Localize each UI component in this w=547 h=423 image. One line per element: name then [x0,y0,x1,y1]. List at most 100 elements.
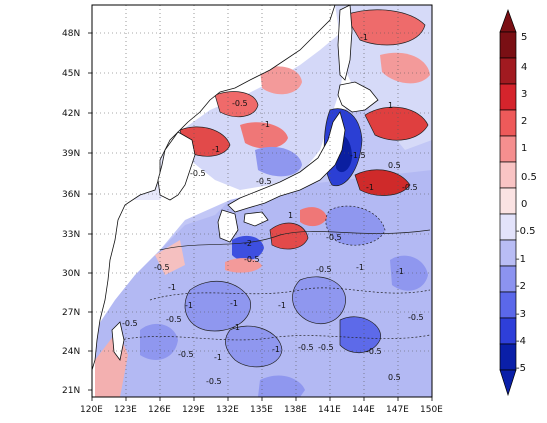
colorbar-label: -4 [516,336,526,347]
colorbar: 5 4 3 2 1 0.5 0 -0.5 -1 -2 -3 -4 -5 [499,8,537,397]
colorbar-label: -0.5 [516,226,536,237]
y-axis-labels: 48N 45N 42N 39N 36N 33N 30N 27N 24N 21N [62,29,80,396]
contour-label: -0.5 [318,343,334,352]
blue-patch-3 [340,316,381,353]
east-china-shelf-pink [155,240,185,275]
colorbar-segment [499,135,517,163]
contour-label: -0.5 [408,313,424,322]
x-tick-label: 141E [318,405,341,415]
contour-label: -1 [214,353,222,362]
y-tick-label: 33N [62,230,80,240]
colorbar-label: -2 [516,281,526,292]
colorbar-segment [499,57,517,85]
x-tick-label: 138E [284,405,307,415]
colorbar-label: -5 [516,363,526,374]
contour-label: -0.5 [244,255,260,264]
contour-label: 0.5 [388,161,401,170]
x-tick-label: 150E [420,405,443,415]
south-japan-red-1 [270,223,308,250]
shikoku [243,211,269,227]
colorbar-label: -3 [516,309,526,320]
contour-label: -1 [366,183,374,192]
blue-patch-8 [258,375,305,397]
contour-label: -1 [356,263,364,272]
y-tick-label: 36N [62,190,80,200]
contour-label: -0.5 [256,177,272,186]
colorbar-segment [499,31,517,59]
colorbar-top-arrow [499,8,517,33]
okhotsk-red-2 [380,52,430,84]
colorbar-label: 0.5 [521,172,537,183]
hokkaido [337,81,379,113]
colorbar-segment [499,265,517,293]
colorbar-segment [499,109,517,137]
contour-label: -0.5 [206,377,222,386]
kuroshio-ext-red [365,107,428,141]
okhotsk-red-1 [345,9,425,45]
colorbar-label: 5 [521,32,527,43]
contour-label: -1 [396,267,404,276]
japan-sea-red-4 [240,122,288,149]
contour-label: -0.5 [232,99,248,108]
x-tick-label: 126E [148,405,171,415]
contour-label: -0.5 [366,347,382,356]
x-tick-label: 132E [216,405,239,415]
colorbar-label: 3 [521,89,527,100]
colorbar-segment [499,291,517,319]
colorbar-bottom-arrow [499,369,517,397]
contour-label: -1 [232,323,240,332]
x-axis-labels: 120E 123E 126E 129E 132E 135E 138E 141E … [80,405,443,415]
south-japan-red-2 [300,207,327,227]
colorbar-label: -1 [516,254,526,265]
contour-label: -0.5 [122,319,138,328]
gridlines [92,5,432,397]
map-plot: -0.5 -1 -1 0.5 -0.5 -0.5 -1 1 -0.5 -2 -1… [62,4,443,415]
colorbar-segment [499,343,517,371]
anomaly-field: -0.5 -1 -1 0.5 -0.5 -0.5 -1 1 -0.5 -2 -1… [92,5,432,397]
contour-label: -1 [360,33,368,42]
x-tick-label: 147E [386,405,409,415]
contour-label: -1.5 [350,151,366,160]
blue-patch-5 [325,206,385,246]
colorbar-segments [499,31,517,371]
axis-ticks [88,32,433,401]
x-tick-label: 129E [182,405,205,415]
korean-peninsula [157,131,196,201]
contour-label: -1 [168,283,176,292]
colorbar-label: 0 [521,199,527,210]
contour-label: -0.5 [298,343,314,352]
colorbar-label: 4 [521,62,527,73]
japan-sea-red-1 [215,91,258,117]
land [92,5,379,371]
contour-label: -1 [212,145,220,154]
japan-sea-red-2 [260,66,302,95]
y-tick-label: 39N [62,149,80,159]
y-tick-label: 48N [62,29,80,39]
contour-label: -2 [244,239,252,248]
colorbar-labels: 5 4 3 2 1 0.5 0 -0.5 -1 -2 -3 -4 -5 [516,32,537,374]
contour-label: 1 [388,101,393,110]
contour-label: -1 [278,301,286,310]
colorbar-segment [499,83,517,111]
kuroshio-ext-red-2 [355,169,410,196]
x-tick-label: 144E [352,405,375,415]
contour-label: -0.5 [178,350,194,359]
colorbar-segment [499,161,517,189]
colorbar-segment [499,317,517,345]
contour-label: -1 [185,301,193,310]
y-tick-label: 21N [62,386,80,396]
colorbar-segment [499,213,517,241]
south-red-strip [225,258,262,273]
blue-patch-4 [225,326,282,367]
japan-sea-blue-1 [255,146,302,177]
contour-label: -0.5 [316,265,332,274]
x-tick-label: 120E [80,405,103,415]
taiwan [111,321,125,361]
colorbar-segment [499,187,517,215]
sakhalin [337,5,353,81]
contour-label: -0.5 [326,233,342,242]
y-tick-label: 42N [62,109,80,119]
y-tick-label: 30N [62,269,80,279]
contour-label: -0.5 [166,315,182,324]
